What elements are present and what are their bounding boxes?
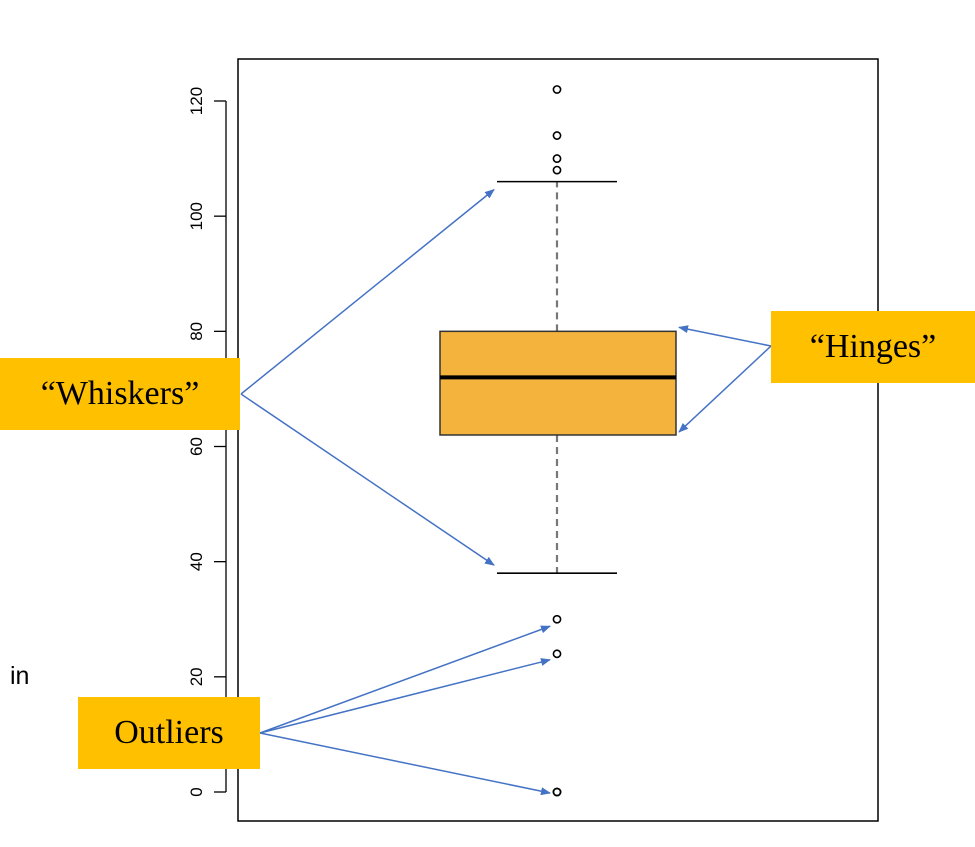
- arrow-outlier-24: [259, 658, 551, 734]
- outlier-point: [552, 154, 562, 163]
- y-axis: 0 20 40 60 80 100 120: [187, 87, 227, 797]
- y-tick-label: 40: [187, 552, 206, 571]
- outlier-point: [552, 614, 562, 624]
- outlier-point: [552, 85, 562, 94]
- outlier-point: [552, 165, 562, 175]
- y-tick-label: 0: [187, 787, 206, 796]
- annotation-arrows: [240, 188, 772, 796]
- arrow-outlier-30: [259, 625, 551, 734]
- arrow-hinge-upper: [678, 325, 772, 347]
- boxplot: [439, 180, 677, 574]
- outliers-callout: Outliers: [78, 697, 260, 769]
- y-tick-label: 100: [187, 202, 206, 230]
- outlier-point: [552, 649, 562, 659]
- y-tick-label: 60: [187, 437, 206, 456]
- y-tick-label: 80: [187, 322, 206, 341]
- outlier-point: [552, 131, 562, 140]
- arrow-outlier-0: [259, 732, 551, 796]
- plot-frame: [237, 58, 879, 822]
- arrow-hinge-lower: [678, 345, 772, 433]
- hinges-callout: “Hinges”: [771, 311, 975, 383]
- outliers-group: [552, 85, 562, 797]
- box-iqr: [439, 330, 677, 436]
- arrow-whisker-high: [240, 188, 495, 395]
- stray-text: in: [10, 662, 30, 690]
- whiskers-callout: “Whiskers”: [0, 358, 240, 430]
- y-tick-label: 20: [187, 667, 206, 686]
- arrow-whisker-low: [240, 393, 495, 566]
- outlier-point: [552, 787, 562, 797]
- y-tick-label: 120: [187, 87, 206, 115]
